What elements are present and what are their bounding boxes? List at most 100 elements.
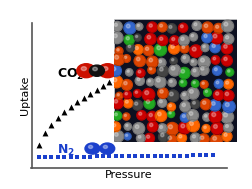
Point: [166, 154, 170, 157]
Circle shape: [214, 68, 217, 71]
Circle shape: [111, 122, 120, 132]
Circle shape: [169, 25, 172, 28]
Circle shape: [134, 34, 141, 41]
Circle shape: [117, 94, 119, 96]
Point: [152, 154, 156, 157]
Circle shape: [135, 46, 138, 50]
Circle shape: [116, 92, 123, 99]
Circle shape: [226, 125, 229, 128]
Circle shape: [159, 60, 162, 63]
Circle shape: [213, 125, 217, 128]
Point: [101, 84, 105, 88]
Point: [82, 96, 86, 99]
Circle shape: [202, 82, 204, 84]
Circle shape: [187, 119, 199, 132]
Circle shape: [160, 67, 163, 71]
Circle shape: [224, 113, 228, 117]
Circle shape: [126, 24, 130, 28]
Circle shape: [112, 21, 122, 31]
Circle shape: [213, 90, 224, 100]
Point: [146, 154, 150, 157]
Y-axis label: Uptake: Uptake: [20, 76, 30, 115]
Circle shape: [124, 22, 136, 34]
Circle shape: [169, 125, 173, 129]
Point: [88, 92, 92, 95]
Circle shape: [203, 101, 206, 104]
Point: [172, 51, 176, 54]
Circle shape: [115, 113, 117, 116]
Circle shape: [93, 67, 97, 71]
Point: [172, 154, 176, 157]
Circle shape: [224, 34, 234, 44]
Point: [159, 56, 163, 59]
Circle shape: [124, 123, 132, 130]
Point: [198, 41, 202, 44]
Circle shape: [149, 123, 153, 127]
Circle shape: [191, 133, 200, 143]
Circle shape: [125, 69, 133, 76]
Circle shape: [158, 66, 169, 77]
Circle shape: [222, 43, 233, 54]
Circle shape: [137, 24, 139, 27]
Circle shape: [187, 88, 199, 99]
Circle shape: [138, 136, 141, 138]
Circle shape: [136, 57, 140, 61]
Circle shape: [147, 121, 158, 132]
Point: [56, 155, 60, 158]
Circle shape: [169, 104, 172, 107]
Circle shape: [147, 22, 157, 32]
Point: [69, 106, 73, 109]
Circle shape: [203, 113, 211, 121]
Circle shape: [212, 102, 215, 105]
Circle shape: [158, 124, 167, 133]
Circle shape: [223, 101, 235, 113]
Circle shape: [210, 134, 222, 146]
Circle shape: [125, 92, 128, 95]
Circle shape: [214, 23, 224, 33]
Circle shape: [226, 81, 229, 84]
Circle shape: [180, 25, 183, 28]
Circle shape: [171, 67, 175, 70]
X-axis label: Pressure: Pressure: [105, 170, 153, 180]
Circle shape: [180, 101, 191, 112]
Circle shape: [204, 34, 207, 38]
Circle shape: [155, 110, 167, 122]
Circle shape: [211, 32, 223, 44]
Circle shape: [181, 124, 185, 128]
Circle shape: [181, 55, 190, 63]
Circle shape: [181, 70, 185, 73]
Circle shape: [85, 143, 100, 154]
Circle shape: [128, 45, 131, 48]
Circle shape: [183, 93, 185, 96]
Circle shape: [204, 89, 211, 96]
Circle shape: [202, 33, 212, 43]
Circle shape: [160, 24, 163, 27]
Circle shape: [139, 112, 142, 115]
Circle shape: [180, 44, 189, 53]
Circle shape: [160, 37, 163, 40]
Circle shape: [124, 114, 127, 116]
Circle shape: [123, 99, 133, 108]
Circle shape: [226, 36, 229, 39]
Circle shape: [123, 55, 131, 62]
Circle shape: [189, 112, 193, 115]
Circle shape: [147, 78, 154, 86]
Point: [43, 156, 47, 159]
Circle shape: [110, 65, 121, 76]
Point: [133, 155, 137, 158]
Point: [43, 132, 47, 135]
Circle shape: [117, 49, 119, 51]
Circle shape: [137, 78, 140, 81]
Point: [101, 155, 105, 158]
Point: [37, 156, 41, 159]
Circle shape: [171, 45, 174, 48]
Point: [127, 155, 131, 158]
Circle shape: [222, 55, 232, 66]
Circle shape: [135, 76, 144, 85]
Circle shape: [202, 125, 210, 132]
Point: [69, 155, 73, 158]
Circle shape: [200, 81, 208, 88]
Circle shape: [204, 115, 207, 117]
Circle shape: [137, 134, 145, 143]
Circle shape: [177, 133, 186, 143]
